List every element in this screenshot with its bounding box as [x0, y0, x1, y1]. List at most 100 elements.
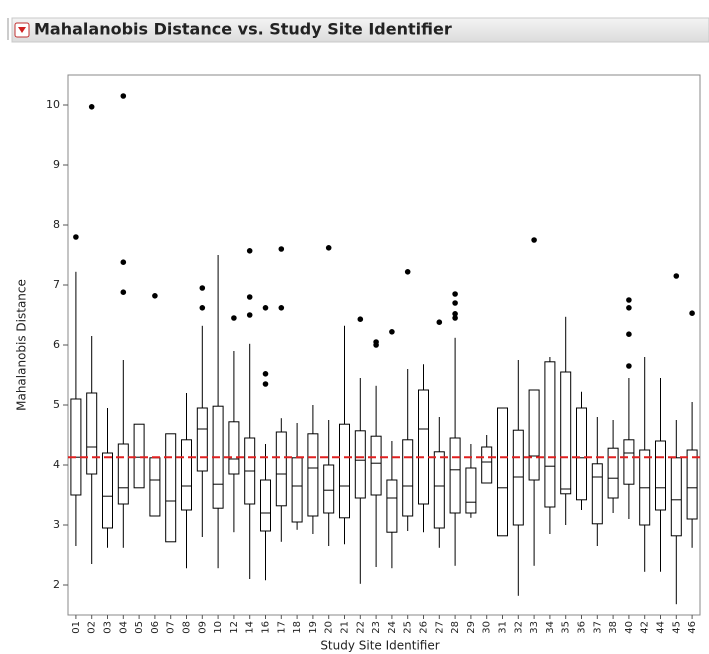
box — [275, 431, 287, 507]
y-tick-label: 9 — [53, 158, 60, 171]
x-tick-label: 46 — [687, 621, 698, 634]
outlier — [373, 339, 379, 345]
outlier — [673, 273, 680, 279]
outlier — [88, 104, 95, 110]
outlier — [452, 291, 458, 297]
outlier — [452, 300, 458, 306]
y-tick-label: 4 — [53, 458, 60, 471]
box — [449, 437, 461, 514]
box — [260, 479, 271, 532]
box — [70, 398, 82, 496]
y-tick-label: 10 — [46, 98, 60, 111]
box — [591, 463, 603, 525]
outlier — [389, 329, 395, 335]
box — [339, 423, 350, 519]
x-tick-label: 21 — [340, 621, 351, 634]
x-tick-label: 44 — [656, 621, 667, 634]
outlier — [246, 248, 253, 254]
x-tick-label: 09 — [197, 621, 208, 634]
box — [133, 423, 145, 489]
box — [623, 439, 635, 485]
x-tick-label: 30 — [482, 621, 493, 634]
x-tick-label: 42 — [640, 621, 651, 634]
box — [497, 407, 508, 537]
box — [465, 467, 477, 514]
x-tick-label: 34 — [545, 621, 556, 634]
box — [196, 407, 208, 472]
box — [512, 429, 524, 526]
outlier — [73, 234, 79, 240]
x-tick-label: 40 — [624, 621, 635, 634]
outlier — [404, 269, 411, 275]
x-tick-label: 28 — [450, 621, 461, 634]
outlier — [152, 293, 158, 299]
x-tick-label: 18 — [292, 621, 303, 634]
outlier — [325, 245, 332, 251]
box — [181, 439, 192, 511]
box — [354, 430, 366, 499]
box — [560, 371, 572, 495]
x-tick-label: 38 — [608, 621, 619, 634]
outlier — [452, 315, 458, 321]
outlier — [626, 363, 632, 369]
plot-frame — [67, 74, 701, 616]
box — [655, 440, 666, 511]
y-tick-label: 6 — [53, 338, 60, 351]
x-tick-label: 17 — [276, 621, 287, 634]
x-axis-title: Study Site Identifier — [320, 639, 439, 653]
box — [433, 451, 445, 529]
outlier — [626, 305, 632, 311]
box — [544, 361, 556, 508]
box — [228, 421, 240, 475]
box — [481, 446, 493, 484]
y-tick-label: 3 — [53, 518, 60, 531]
outlier — [626, 297, 632, 303]
x-tick-label: 27 — [434, 621, 445, 634]
x-tick-label: 05 — [134, 621, 145, 634]
box — [307, 433, 319, 517]
x-tick-label: 19 — [308, 621, 319, 634]
y-tick-label: 2 — [53, 578, 60, 591]
box — [528, 389, 540, 481]
box — [323, 464, 335, 514]
box — [670, 457, 682, 537]
outlier — [436, 319, 443, 326]
x-tick-label: 26 — [419, 621, 430, 634]
x-tick-label: 02 — [87, 621, 98, 634]
outlier — [199, 285, 206, 291]
box — [402, 439, 414, 517]
outlier — [531, 237, 537, 243]
x-tick-label: 03 — [103, 621, 114, 634]
x-tick-label: 10 — [213, 621, 224, 634]
box — [370, 435, 382, 496]
x-tick-label: 25 — [403, 621, 414, 634]
box — [117, 443, 129, 505]
y-tick-label: 7 — [53, 278, 60, 291]
outlier — [120, 289, 127, 296]
outlier — [246, 294, 253, 300]
y-tick-label: 8 — [53, 218, 60, 231]
chart-title: Mahalanobis Distance vs. Study Site Iden… — [34, 20, 452, 39]
outlier — [120, 93, 127, 99]
y-axis-title: Mahalanobis Distance — [15, 279, 29, 411]
box — [576, 407, 587, 501]
outlier — [262, 371, 269, 377]
outlier — [278, 305, 285, 311]
outlier — [262, 305, 269, 311]
x-tick-label: 04 — [118, 621, 129, 634]
disclosure-icon — [18, 27, 26, 33]
x-tick-label: 22 — [355, 621, 366, 634]
box — [165, 433, 177, 543]
x-tick-label: 12 — [229, 621, 240, 634]
x-tick-label: 16 — [261, 621, 272, 634]
x-tick-label: 24 — [387, 621, 398, 634]
x-tick-label: 07 — [166, 621, 177, 634]
x-tick-label: 45 — [671, 621, 682, 634]
outlier — [626, 331, 632, 338]
box — [607, 447, 619, 499]
outlier — [689, 310, 695, 317]
x-tick-label: 35 — [561, 621, 572, 634]
x-tick-label: 36 — [577, 621, 588, 634]
x-tick-label: 32 — [513, 621, 524, 634]
